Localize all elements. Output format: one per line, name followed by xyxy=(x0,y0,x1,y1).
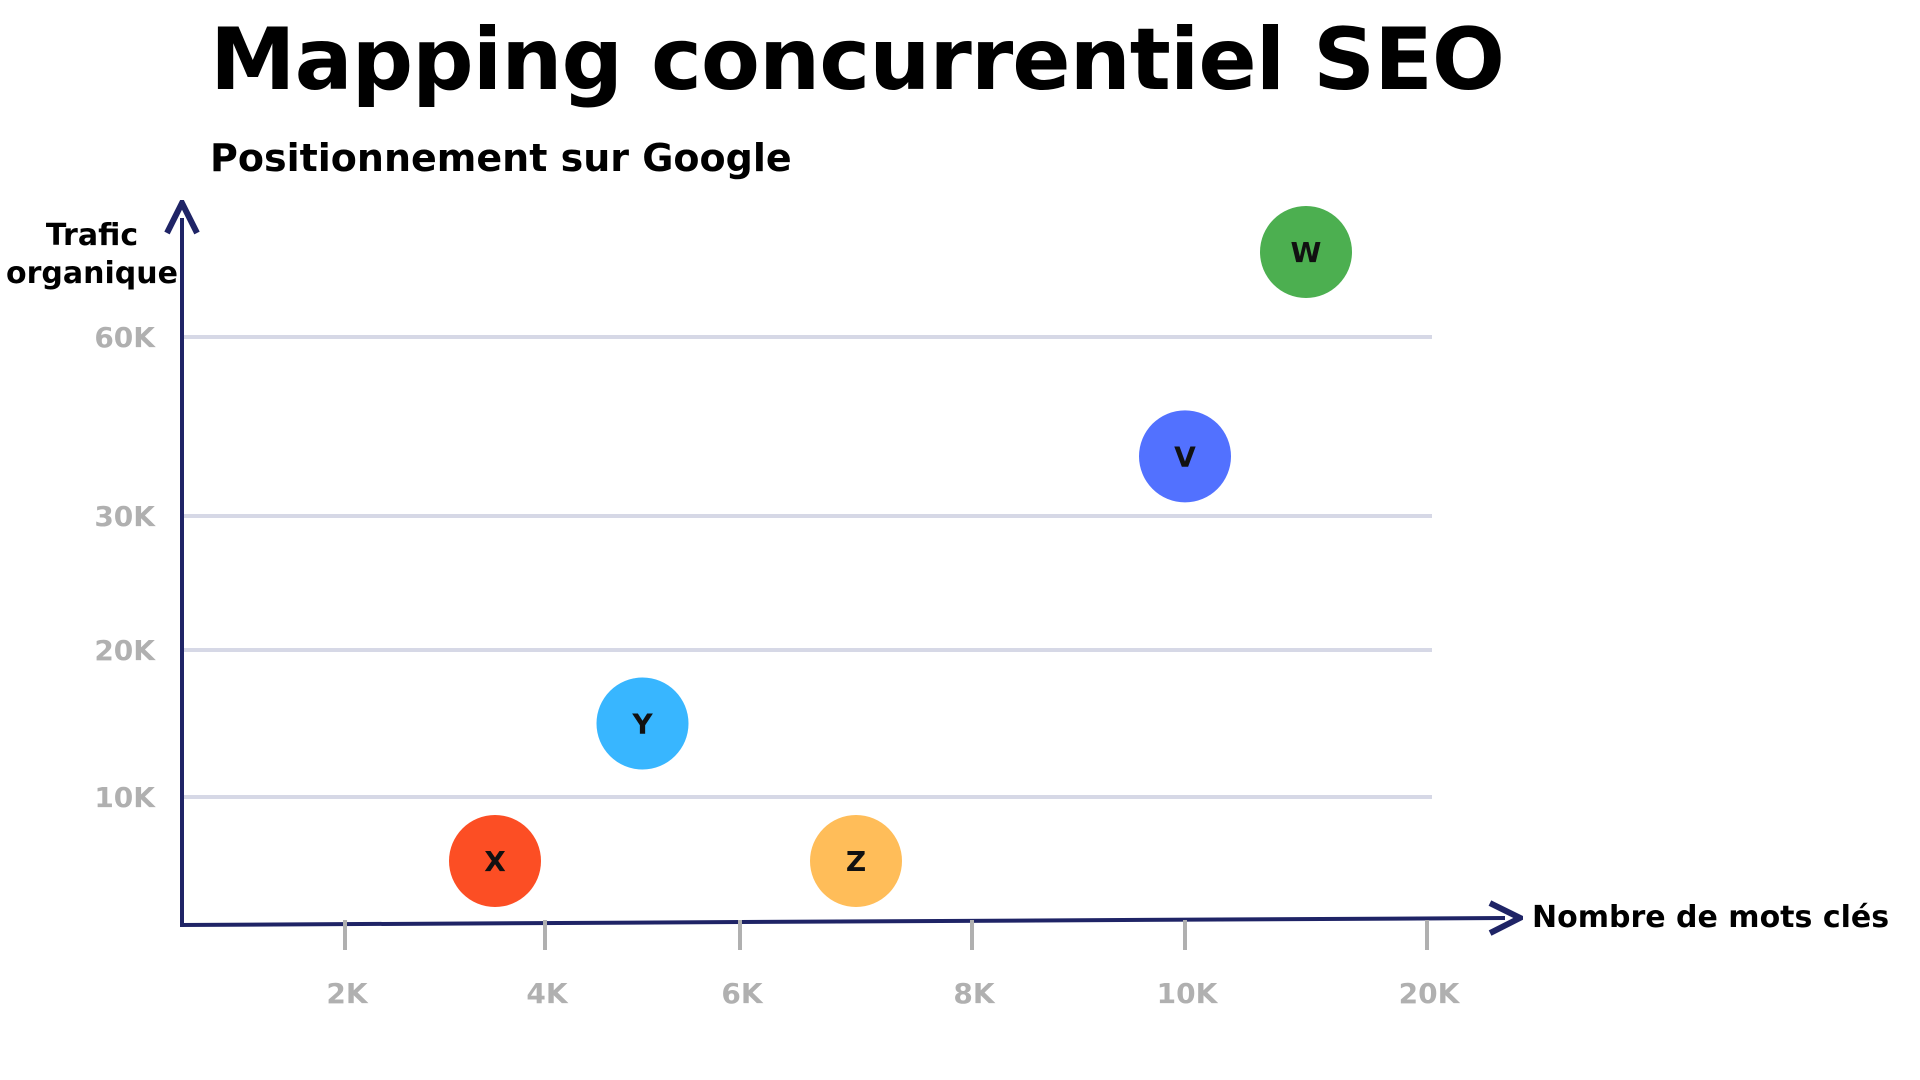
point-label: V xyxy=(1174,440,1196,473)
x-tick-label: 10K xyxy=(1157,977,1219,1010)
y-axis-label: organique xyxy=(6,256,178,291)
y-tick-label: 20K xyxy=(94,634,156,667)
data-point-w: W xyxy=(1260,206,1352,298)
point-label: W xyxy=(1291,236,1322,269)
y-tick-label: 10K xyxy=(94,781,156,814)
point-marker xyxy=(449,815,541,907)
point-marker xyxy=(1260,206,1352,298)
tick-labels: 10K 20K 30K 60K 2K 4K 6K 8K 10K 20K xyxy=(94,321,1460,1010)
x-tick-label: 2K xyxy=(326,977,368,1010)
x-axis xyxy=(179,918,1505,925)
x-tick-label: 20K xyxy=(1399,977,1461,1010)
point-label: Y xyxy=(631,708,653,741)
point-marker xyxy=(810,815,902,907)
grid-lines xyxy=(182,335,1432,799)
data-point-y: Y xyxy=(596,677,689,770)
data-point-x: X xyxy=(449,815,541,907)
axes xyxy=(180,218,1505,927)
point-label: X xyxy=(484,845,506,878)
data-point-v: V xyxy=(1139,410,1231,503)
data-point-z: Z xyxy=(810,815,902,907)
x-tick-label: 8K xyxy=(953,977,995,1010)
y-tick-label: 60K xyxy=(94,321,156,354)
point-marker xyxy=(1139,410,1231,503)
x-tick-label: 6K xyxy=(721,977,763,1010)
chart-subtitle: Positionnement sur Google xyxy=(210,136,792,180)
y-tick-label: 30K xyxy=(94,500,156,533)
x-axis-label: Nombre de mots clés xyxy=(1532,900,1889,935)
data-points: X Y Z V W xyxy=(449,206,1352,907)
y-axis-label: Trafic xyxy=(46,218,138,253)
chart-title: Mapping concurrentiel SEO xyxy=(210,10,1505,110)
point-marker xyxy=(596,677,689,770)
point-label: Z xyxy=(846,845,866,878)
x-tick-label: 4K xyxy=(526,977,568,1010)
